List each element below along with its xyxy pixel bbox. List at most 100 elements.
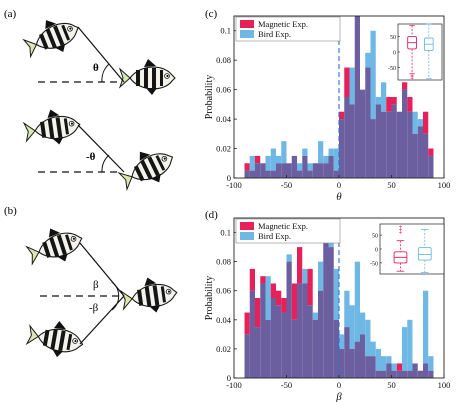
bar-overlap-30 bbox=[402, 370, 408, 378]
theta-label: θ bbox=[93, 62, 99, 74]
bar-overlap-28 bbox=[391, 104, 397, 178]
fish-right-b bbox=[119, 273, 180, 318]
bar-bird-20 bbox=[349, 67, 355, 105]
bar-overlap-3 bbox=[260, 163, 266, 178]
legend-swatch-bird bbox=[240, 232, 254, 240]
bar-overlap-25 bbox=[375, 370, 381, 378]
chart-d: -100 -50 0 50 100 0 0.02 0.04 0.06 0.08 0.1 β Probab… bbox=[204, 217, 450, 402]
bar-overlap-12 bbox=[307, 170, 313, 178]
x-tick-label: -100 bbox=[226, 180, 242, 190]
bar-bird-15 bbox=[323, 155, 329, 164]
bar-overlap-18 bbox=[339, 119, 345, 178]
bar-bird-11 bbox=[302, 148, 308, 156]
bar-bird-16 bbox=[328, 148, 334, 156]
bar-overlap-5 bbox=[270, 298, 276, 378]
inset-boxplot: 500-50+++ bbox=[370, 223, 445, 275]
bar-bird-6 bbox=[276, 155, 282, 164]
bar-overlap-22 bbox=[360, 89, 366, 178]
bar-overlap-20 bbox=[349, 104, 355, 178]
bar-overlap-13 bbox=[312, 163, 318, 178]
bar-overlap-29 bbox=[396, 111, 402, 178]
inset-outlier: + bbox=[410, 73, 414, 79]
schematic-b: β -β bbox=[23, 219, 180, 362]
bar-bird-8 bbox=[286, 254, 292, 262]
bar-overlap-27 bbox=[386, 111, 392, 178]
neg-beta-label: -β bbox=[89, 302, 99, 314]
y-tick-label: 0.02 bbox=[216, 144, 231, 154]
y-tick-label: 0.02 bbox=[216, 344, 231, 354]
bar-overlap-14 bbox=[318, 163, 324, 178]
bar-overlap-23 bbox=[365, 67, 371, 178]
bar-overlap-32 bbox=[412, 363, 418, 378]
schematic-a: θ -θ bbox=[19, 9, 181, 197]
bar-overlap-21 bbox=[354, 341, 360, 378]
chart-c: -100 -50 0 50 100 0 0.02 0.04 0.06 0.08 0.1 θ Probab… bbox=[204, 15, 450, 203]
bar-overlap-11 bbox=[302, 155, 308, 178]
bar-magnetic-7 bbox=[281, 298, 287, 313]
bar-overlap-27 bbox=[386, 363, 392, 378]
x-tick-label: 50 bbox=[387, 180, 396, 190]
bar-overlap-7 bbox=[281, 163, 287, 178]
y-tick-label: 0.08 bbox=[216, 55, 231, 65]
y-tick-label: 0.04 bbox=[216, 315, 232, 325]
x-tick-label: -50 bbox=[281, 180, 292, 190]
x-tick-label: 0 bbox=[337, 180, 341, 190]
bar-overlap-33 bbox=[417, 370, 423, 378]
bar-overlap-35 bbox=[428, 370, 434, 378]
y-axis-label: Probability bbox=[204, 276, 215, 320]
bar-overlap-21 bbox=[354, 16, 360, 178]
bar-magnetic-2 bbox=[255, 298, 261, 328]
bar-overlap-1 bbox=[249, 170, 255, 178]
inset-y-tick-label: 50 bbox=[390, 35, 396, 41]
bar-bird-14 bbox=[318, 141, 324, 164]
bar-overlap-31 bbox=[407, 370, 413, 378]
bar-magnetic-12 bbox=[307, 268, 313, 306]
neg-theta-label: -θ bbox=[86, 151, 96, 163]
bar-magnetic-34 bbox=[423, 111, 429, 134]
bar-bird-7 bbox=[281, 141, 287, 164]
x-tick-label: 50 bbox=[387, 380, 396, 390]
bar-bird-1 bbox=[249, 155, 255, 171]
bar-bird-23 bbox=[365, 52, 371, 68]
y-tick-label: 0.1 bbox=[220, 228, 231, 238]
bar-overlap-34 bbox=[423, 133, 429, 178]
bar-bird-33 bbox=[417, 119, 423, 127]
bar-overlap-16 bbox=[328, 247, 334, 378]
inset-y-tick-label: 0 bbox=[375, 248, 378, 254]
bar-overlap-15 bbox=[323, 232, 329, 378]
inset-outlier: + bbox=[399, 230, 403, 236]
inset-outlier: + bbox=[399, 225, 403, 231]
bar-overlap-25 bbox=[375, 104, 381, 178]
bar-bird-24 bbox=[370, 30, 376, 120]
bar-overlap-26 bbox=[381, 370, 387, 378]
bar-overlap-14 bbox=[318, 290, 324, 378]
bar-overlap-1 bbox=[249, 290, 255, 378]
bar-overlap-26 bbox=[381, 111, 387, 178]
bar-bird-17 bbox=[333, 148, 339, 171]
bar-overlap-5 bbox=[270, 170, 276, 178]
y-tick-label: 0 bbox=[227, 173, 231, 183]
inset-y-tick-label: -50 bbox=[388, 66, 396, 72]
bar-overlap-10 bbox=[297, 283, 303, 378]
panel-label-b: (b) bbox=[4, 205, 17, 217]
legend: Magnetic Exp.Bird Exp. bbox=[235, 16, 341, 42]
y-tick-label: 0.04 bbox=[216, 114, 232, 124]
bar-bird-13 bbox=[312, 312, 318, 320]
bar-bird-4 bbox=[265, 276, 271, 320]
bar-magnetic-0 bbox=[244, 312, 250, 335]
bar-overlap-30 bbox=[402, 89, 408, 178]
bar-overlap-3 bbox=[260, 283, 266, 378]
panel-label-c: (c) bbox=[205, 8, 218, 20]
bar-overlap-4 bbox=[265, 319, 271, 378]
bar-overlap-6 bbox=[276, 163, 282, 178]
bar-magnetic-5 bbox=[270, 283, 276, 298]
angle-arc-a1 bbox=[101, 63, 110, 83]
bar-overlap-12 bbox=[307, 305, 313, 378]
beta-label: β bbox=[93, 279, 99, 291]
bar-overlap-17 bbox=[333, 319, 339, 378]
inset-outlier: + bbox=[410, 76, 414, 82]
legend-label-bird: Bird Exp. bbox=[258, 29, 291, 39]
legend-label-magnetic: Magnetic Exp. bbox=[258, 221, 308, 231]
bar-bird-26 bbox=[381, 82, 387, 112]
angle-ray-a1 bbox=[77, 26, 125, 83]
